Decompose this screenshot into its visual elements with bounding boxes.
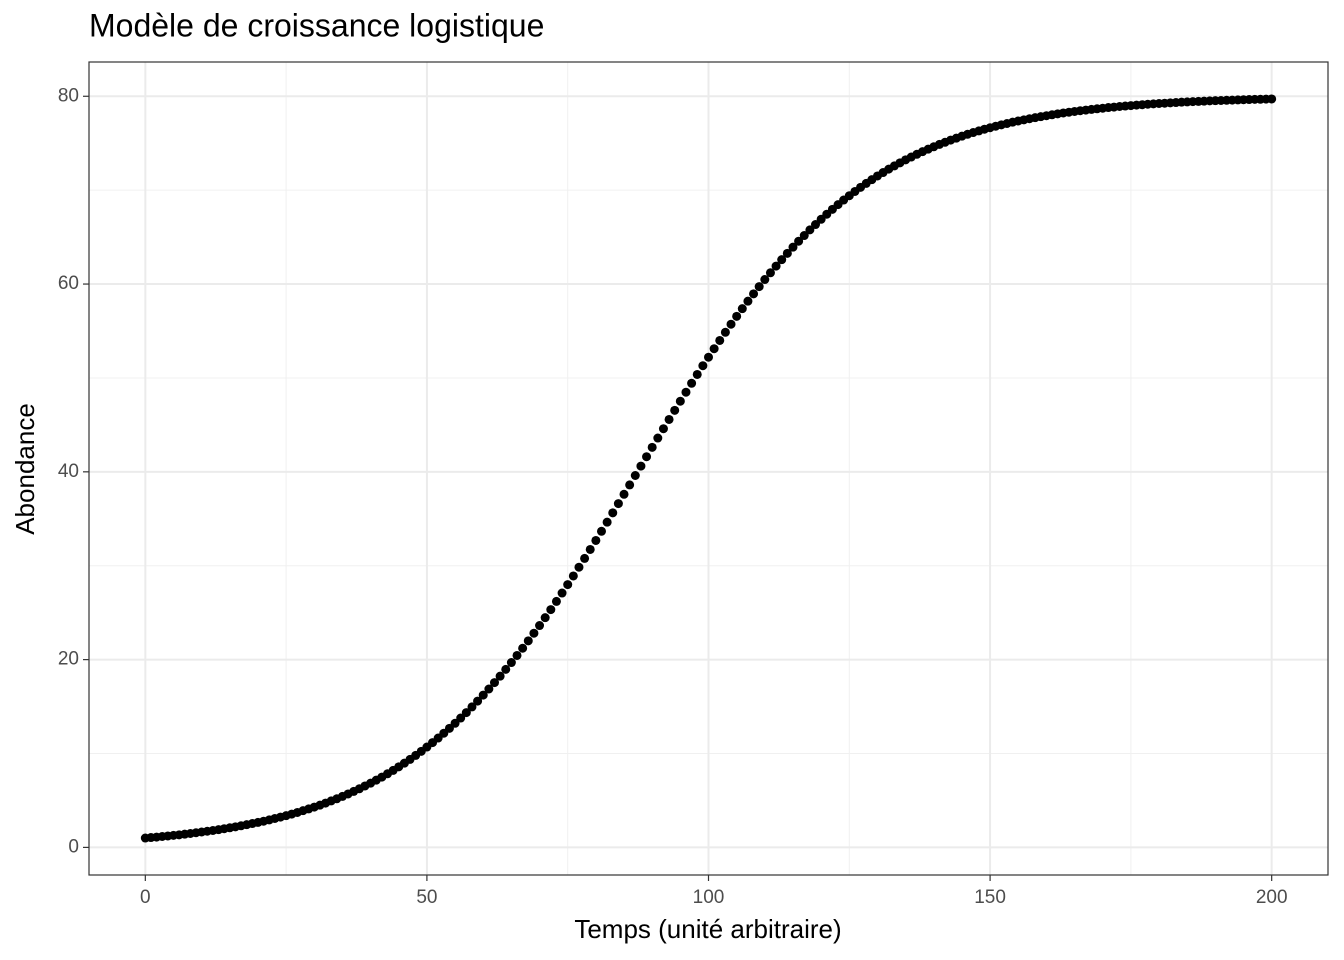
point [501, 664, 511, 674]
point [743, 296, 753, 306]
point [749, 289, 759, 299]
x-tick-label: 0 [140, 887, 151, 908]
point [704, 352, 713, 362]
point [794, 236, 804, 246]
point [625, 480, 635, 490]
x-tick-label: 200 [1256, 887, 1288, 908]
x-tick-label: 50 [416, 887, 437, 908]
point [489, 678, 499, 688]
point [546, 605, 556, 615]
point [1267, 94, 1277, 104]
point [619, 489, 629, 499]
point [467, 702, 477, 712]
point [687, 378, 697, 388]
point [551, 596, 561, 606]
point [670, 405, 680, 415]
point [698, 361, 708, 371]
y-tick-label: 20 [58, 649, 79, 670]
point [782, 248, 792, 258]
point [613, 499, 623, 509]
point [456, 713, 466, 723]
point [658, 424, 668, 434]
point [450, 718, 460, 728]
point [602, 517, 612, 527]
point [754, 282, 764, 292]
point [478, 690, 488, 700]
point [811, 220, 821, 230]
point [574, 562, 584, 572]
point [760, 275, 770, 285]
point [788, 242, 798, 252]
point [596, 526, 606, 536]
point [726, 319, 736, 329]
point [495, 671, 505, 681]
point [653, 433, 663, 443]
y-tick-label: 0 [68, 836, 79, 857]
x-axis-title: Temps (unité arbitraire) [574, 914, 841, 944]
point [557, 588, 567, 598]
point [720, 327, 730, 337]
point [523, 636, 533, 646]
point [805, 225, 815, 235]
y-axis-title: Abondance [10, 403, 40, 535]
point [630, 470, 640, 480]
point [563, 580, 573, 590]
point [518, 643, 528, 653]
point [664, 414, 674, 424]
point [765, 268, 775, 278]
point [715, 335, 725, 345]
point [540, 613, 550, 623]
point [777, 255, 787, 265]
y-tick-label: 40 [58, 461, 79, 482]
point [512, 650, 522, 660]
point [461, 708, 471, 718]
point [580, 553, 590, 563]
point [608, 508, 618, 518]
point [473, 696, 483, 706]
point [529, 628, 539, 638]
point [647, 442, 657, 452]
plot-border [88, 61, 1329, 876]
y-tick-label: 80 [58, 85, 79, 106]
point [636, 461, 646, 471]
point [732, 311, 742, 321]
point [535, 621, 545, 631]
point [591, 535, 601, 545]
point [675, 396, 685, 406]
point [506, 658, 516, 668]
x-tick-label: 150 [974, 887, 1006, 908]
point [709, 344, 719, 354]
point [799, 231, 809, 241]
point [737, 304, 747, 314]
y-tick-label: 60 [58, 273, 79, 294]
point [692, 369, 702, 379]
point [484, 684, 494, 694]
point [642, 452, 652, 462]
point [585, 544, 595, 554]
chart-title: Modèle de croissance logistique [89, 7, 544, 43]
x-tick-label: 100 [693, 887, 725, 908]
point [568, 571, 578, 581]
point [771, 261, 781, 271]
point [681, 387, 691, 397]
